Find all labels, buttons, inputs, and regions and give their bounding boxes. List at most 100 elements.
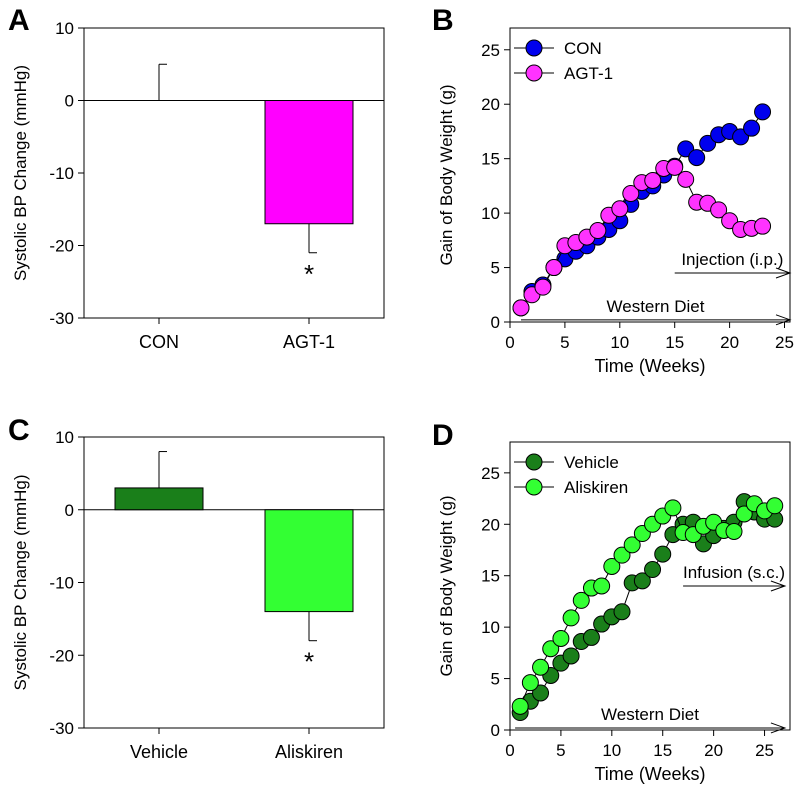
arrow-label: Western Diet: [607, 297, 705, 316]
y-tick-label: 10: [481, 204, 500, 223]
x-tick-label: 10: [602, 741, 621, 760]
x-tick-label: 25: [755, 741, 774, 760]
data-point-Aliskiren: [623, 536, 641, 554]
x-tick-label: 5: [560, 333, 569, 352]
data-point-Aliskiren: [542, 640, 560, 658]
x-tick-label: Aliskiren: [275, 742, 343, 762]
y-tick-label: 10: [55, 428, 74, 447]
y-tick-label: -30: [49, 719, 74, 738]
x-tick-label: AGT-1: [283, 332, 335, 352]
plot-frame: [509, 441, 791, 731]
panel-label-C: C: [8, 414, 30, 447]
data-point-AGT-1: [512, 299, 530, 317]
data-point-AGT-1: [677, 170, 695, 188]
legend-marker: [525, 453, 543, 471]
data-point-Aliskiren: [735, 505, 753, 523]
significance-star: *: [304, 647, 314, 677]
data-point-Vehicle: [654, 545, 672, 563]
data-point-Aliskiren: [603, 557, 621, 575]
y-tick-label: 0: [65, 501, 74, 520]
panel-label-D: D: [432, 419, 454, 452]
x-tick-label: CON: [139, 332, 179, 352]
y-tick-label: -10: [49, 164, 74, 183]
legend-label: AGT-1: [564, 64, 613, 83]
y-tick-label: -30: [49, 309, 74, 328]
y-tick-label: 10: [481, 618, 500, 637]
bar-Vehicle: [114, 487, 204, 511]
arrow-head: [775, 314, 792, 326]
bar-AGT-1: [264, 100, 354, 225]
x-axis-label: Time (Weeks): [594, 764, 705, 784]
arrow-label: Injection (i.p.): [681, 250, 783, 269]
data-point-Vehicle: [644, 561, 662, 579]
data-point-Vehicle: [633, 572, 651, 590]
data-point-Aliskiren: [572, 591, 590, 609]
x-tick-label: Vehicle: [130, 742, 188, 762]
data-point-AGT-1: [644, 171, 662, 189]
x-tick-label: 25: [775, 333, 794, 352]
data-point-Aliskiren: [593, 577, 611, 595]
legend-label: Vehicle: [564, 453, 619, 472]
significance-star: *: [304, 259, 314, 289]
panel-C: 10 0 -10 -20 -30 Systolic BP Change (mmHg) Veh…: [11, 428, 385, 762]
y-axis-label: Gain of Body Weight (g): [437, 84, 456, 265]
plot-frame: [509, 27, 791, 323]
legend-marker: [525, 478, 543, 496]
x-tick-label: 10: [610, 333, 629, 352]
data-point-AGT-1: [589, 222, 607, 240]
data-point-Aliskiren: [613, 546, 631, 564]
panel-A: 10 0 -10 -20 -30 Systolic BP Change (mmHg) CON…: [11, 19, 385, 352]
panel-label-B: B: [432, 4, 454, 37]
arrow-head: [770, 722, 787, 734]
y-tick-label: 5: [491, 670, 500, 689]
legend-marker: [525, 39, 543, 57]
x-tick-label: 0: [505, 741, 514, 760]
data-point-Aliskiren: [511, 697, 529, 715]
y-axis-label: Systolic BP Change (mmHg): [11, 65, 30, 281]
data-point-AGT-1: [710, 201, 728, 219]
y-tick-label: 0: [491, 721, 500, 740]
y-tick-label: 20: [481, 95, 500, 114]
data-point-Aliskiren: [725, 522, 743, 540]
panel-B: 0 5 10 15 20 25 Gain of Body Weight (g) 0 5 10 15 2…: [437, 27, 794, 376]
data-point-Aliskiren: [532, 658, 550, 676]
y-tick-label: -10: [49, 574, 74, 593]
arrow-head: [775, 267, 792, 279]
y-tick-label: -20: [49, 237, 74, 256]
y-tick-label: 15: [481, 150, 500, 169]
panel-D: 0 5 10 15 20 25 Gain of Body Weight (g) 0 5 10 15 2…: [437, 441, 791, 784]
arrow-label: Western Diet: [601, 705, 699, 724]
data-point-CON: [754, 103, 772, 121]
data-point-Aliskiren: [766, 497, 784, 515]
data-point-Aliskiren: [664, 499, 682, 517]
data-point-AGT-1: [545, 259, 563, 277]
data-point-Vehicle: [562, 647, 580, 665]
y-tick-label: 25: [481, 464, 500, 483]
legend-label: CON: [564, 39, 602, 58]
data-point-AGT-1: [622, 185, 640, 203]
x-axis-label: Time (Weeks): [594, 356, 705, 376]
x-tick-label: 15: [653, 741, 672, 760]
data-point-AGT-1: [611, 200, 629, 218]
data-point-Aliskiren: [562, 609, 580, 627]
data-point-Aliskiren: [552, 629, 570, 647]
y-tick-label: 15: [481, 567, 500, 586]
legend-label: Aliskiren: [564, 478, 628, 497]
x-tick-label: 15: [665, 333, 684, 352]
data-point-CON: [743, 119, 761, 137]
y-tick-label: 0: [491, 313, 500, 332]
y-tick-label: 5: [491, 259, 500, 278]
data-point-Vehicle: [613, 603, 631, 621]
arrow-head: [770, 580, 787, 592]
y-tick-label: 25: [481, 41, 500, 60]
y-tick-label: 0: [65, 92, 74, 111]
data-point-AGT-1: [754, 217, 772, 235]
data-point-CON: [688, 149, 706, 167]
data-point-AGT-1: [666, 158, 684, 176]
y-tick-label: 20: [481, 515, 500, 534]
legend-marker: [525, 64, 543, 82]
data-point-Vehicle: [532, 684, 550, 702]
panel-label-A: A: [8, 4, 30, 37]
x-tick-label: 20: [704, 741, 723, 760]
